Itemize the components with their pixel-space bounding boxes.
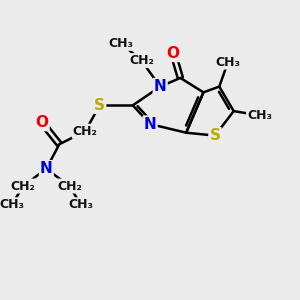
Text: CH₂: CH₂ bbox=[73, 125, 98, 138]
Text: S: S bbox=[209, 128, 220, 143]
Text: O: O bbox=[167, 46, 180, 61]
Text: CH₂: CH₂ bbox=[129, 54, 154, 67]
Text: O: O bbox=[35, 115, 49, 130]
Text: CH₃: CH₃ bbox=[109, 37, 134, 50]
Text: CH₃: CH₃ bbox=[247, 109, 272, 122]
Text: N: N bbox=[154, 79, 167, 94]
Text: CH₃: CH₃ bbox=[0, 198, 24, 211]
Text: CH₂: CH₂ bbox=[11, 179, 36, 193]
Text: CH₃: CH₃ bbox=[215, 56, 240, 69]
Text: N: N bbox=[144, 117, 157, 132]
Text: S: S bbox=[94, 98, 105, 113]
Text: CH₃: CH₃ bbox=[68, 198, 93, 211]
Text: N: N bbox=[40, 161, 53, 176]
Text: CH₂: CH₂ bbox=[57, 179, 82, 193]
